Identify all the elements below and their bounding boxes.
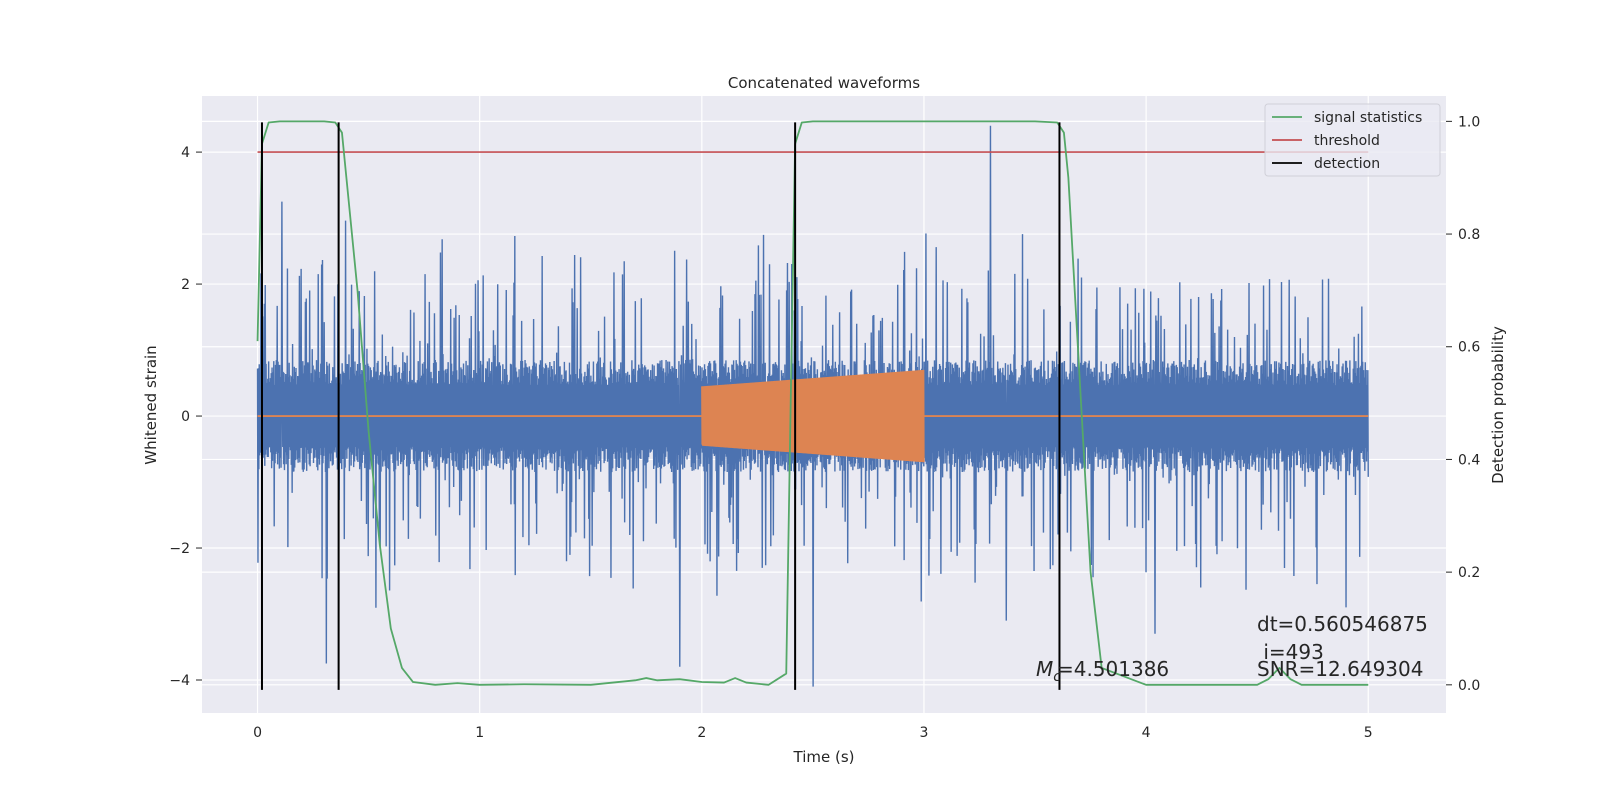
- y-axis-label: Whitened strain: [142, 345, 160, 464]
- y2-tick-label: 0.2: [1458, 565, 1480, 581]
- x-axis-label: Time (s): [793, 748, 855, 766]
- annotation-snr: SNR=12.649304: [1257, 657, 1423, 681]
- plot-area: [256, 120, 1369, 690]
- y-tick-label: −2: [169, 541, 190, 557]
- y-tick-label: −4: [169, 673, 190, 689]
- template-series-line: [701, 369, 925, 463]
- ticks: 0 1 2 3 4 5 −4 −2 0 2 4 0.0 0.2 0.4 0.6 0.8 1.0: [169, 114, 1480, 741]
- chart-title: Concatenated waveforms: [728, 74, 920, 92]
- y2-axis-label: Detection probability: [1489, 326, 1507, 484]
- y-tick-label: 2: [181, 277, 190, 293]
- legend-label-signal-statistics: signal statistics: [1314, 110, 1422, 126]
- y2-tick-label: 0.6: [1458, 340, 1480, 356]
- annotation-i: i=493: [1257, 640, 1324, 664]
- strain-series-line: [256, 125, 1369, 687]
- x-tick-label: 1: [475, 725, 484, 741]
- legend: signal statistics threshold detection: [1264, 103, 1441, 177]
- annotation-mc-value: =4.501386: [1057, 657, 1169, 681]
- x-tick-label: 5: [1364, 725, 1373, 741]
- annotation-mc: Mc=4.501386: [1036, 657, 1169, 685]
- x-tick-label: 4: [1142, 725, 1151, 741]
- y-tick-label: 0: [181, 409, 190, 425]
- legend-label-detection: detection: [1314, 156, 1380, 172]
- x-tick-label: 3: [920, 725, 929, 741]
- annotation-mc-subscript: c: [1053, 669, 1061, 685]
- annotation-dt: dt=0.560546875: [1257, 612, 1428, 636]
- x-tick-label: 0: [253, 725, 262, 741]
- y-tick-label: 4: [181, 145, 190, 161]
- legend-label-threshold: threshold: [1314, 133, 1380, 149]
- y2-tick-label: 0.8: [1458, 227, 1480, 243]
- y2-tick-label: 0.4: [1458, 452, 1480, 468]
- y2-tick-label: 1.0: [1458, 114, 1480, 130]
- y2-tick-label: 0.0: [1458, 678, 1480, 694]
- x-tick-label: 2: [697, 725, 706, 741]
- signal-statistics-line: [256, 120, 1369, 686]
- annotation-mc-symbol: M: [1036, 657, 1053, 681]
- legend-box: [1264, 103, 1441, 177]
